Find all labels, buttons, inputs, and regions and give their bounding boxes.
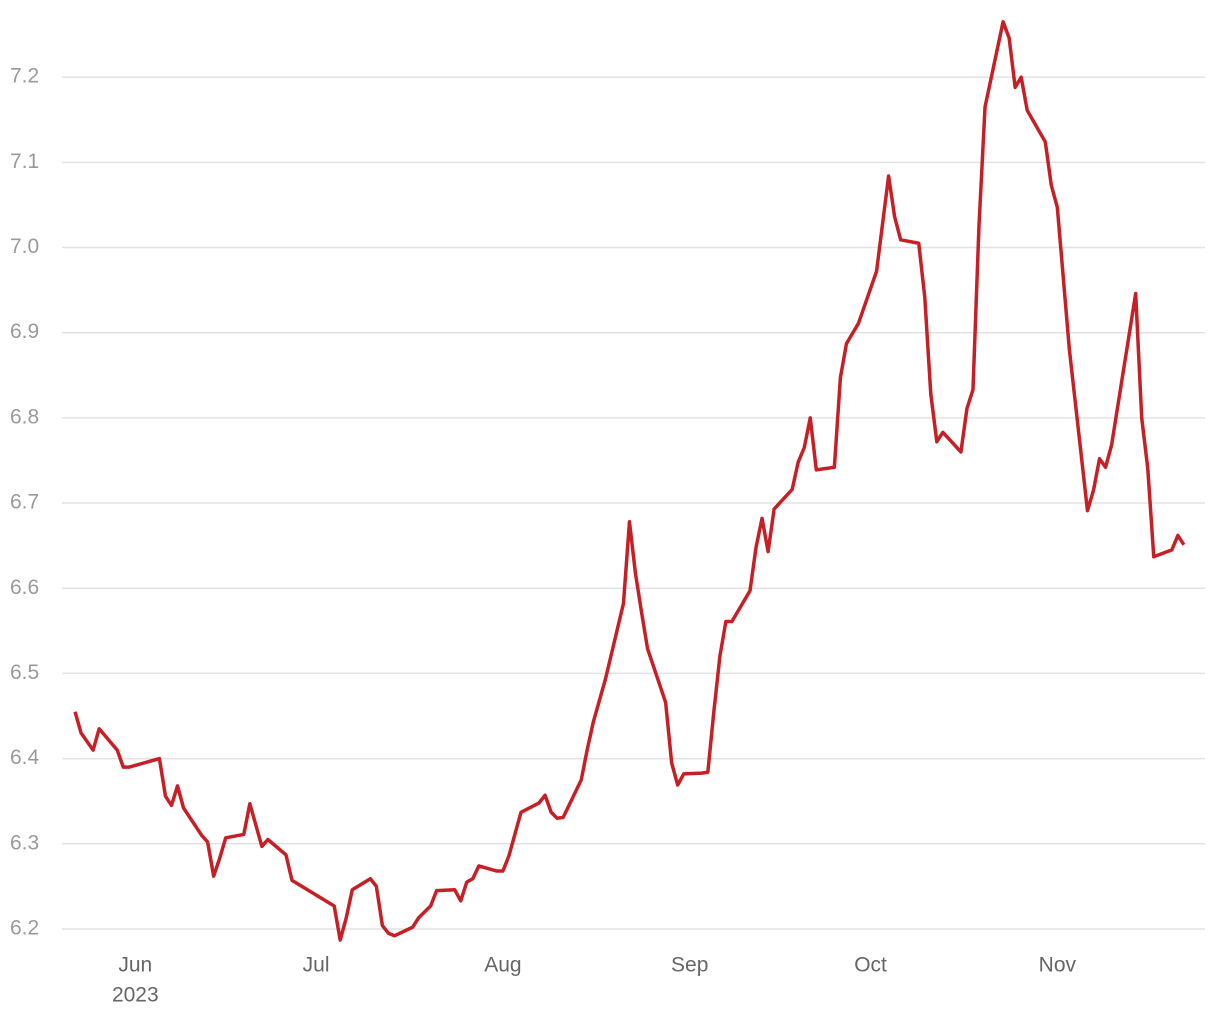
x-tick-label: Jun	[118, 954, 152, 977]
x-tick-label: Jul	[303, 954, 330, 977]
y-tick-label: 7.2	[10, 65, 39, 88]
y-tick-label: 6.2	[10, 917, 39, 940]
y-tick-label: 6.4	[10, 746, 40, 769]
year-label: 2023	[112, 984, 159, 1007]
x-tick-label: Nov	[1039, 954, 1077, 977]
x-tick-label: Oct	[854, 954, 887, 977]
x-tick-label: Aug	[484, 954, 521, 977]
y-tick-label: 6.8	[10, 405, 39, 428]
y-tick-label: 6.7	[10, 491, 39, 514]
y-tick-label: 6.9	[10, 320, 39, 343]
y-tick-label: 7.0	[10, 235, 39, 258]
data-line	[73, 20, 1186, 942]
y-tick-label: 6.5	[10, 661, 39, 684]
y-tick-label: 6.3	[10, 831, 39, 854]
y-tick-label: 6.6	[10, 576, 39, 599]
x-tick-label: Sep	[671, 954, 708, 977]
y-tick-label: 7.1	[10, 150, 39, 173]
